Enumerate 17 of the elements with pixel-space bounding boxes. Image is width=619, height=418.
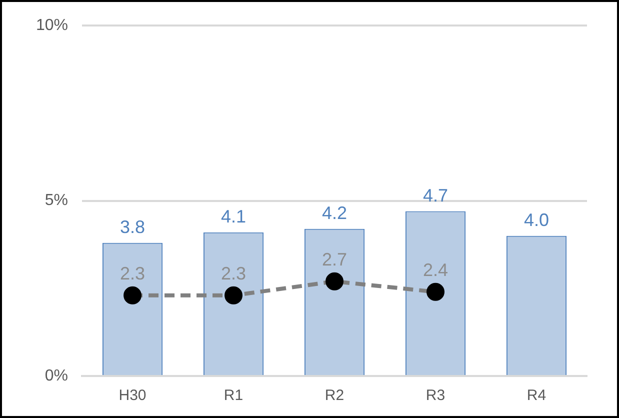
y-tick-label: 0% <box>44 367 68 384</box>
data-label: 2.4 <box>422 260 448 280</box>
x-tick-label: R1 <box>224 387 244 404</box>
data-label: 4.7 <box>422 185 448 206</box>
y-tick-label: 5% <box>44 192 68 210</box>
x-tick-label: R2 <box>324 387 344 404</box>
data-label: 2.3 <box>120 263 146 284</box>
x-tick-label: R3 <box>426 387 446 404</box>
x-tick-label: H30 <box>118 387 146 404</box>
data-label: 4.2 <box>322 202 348 223</box>
data-label: 3.8 <box>120 216 146 237</box>
data-label: 2.7 <box>322 249 348 270</box>
data-label: 4.1 <box>221 206 246 226</box>
data-label: 2.3 <box>221 263 246 284</box>
y-tick-label: 10% <box>36 17 68 34</box>
x-tick-label: R4 <box>526 387 546 404</box>
data-label: 4.0 <box>524 210 550 230</box>
